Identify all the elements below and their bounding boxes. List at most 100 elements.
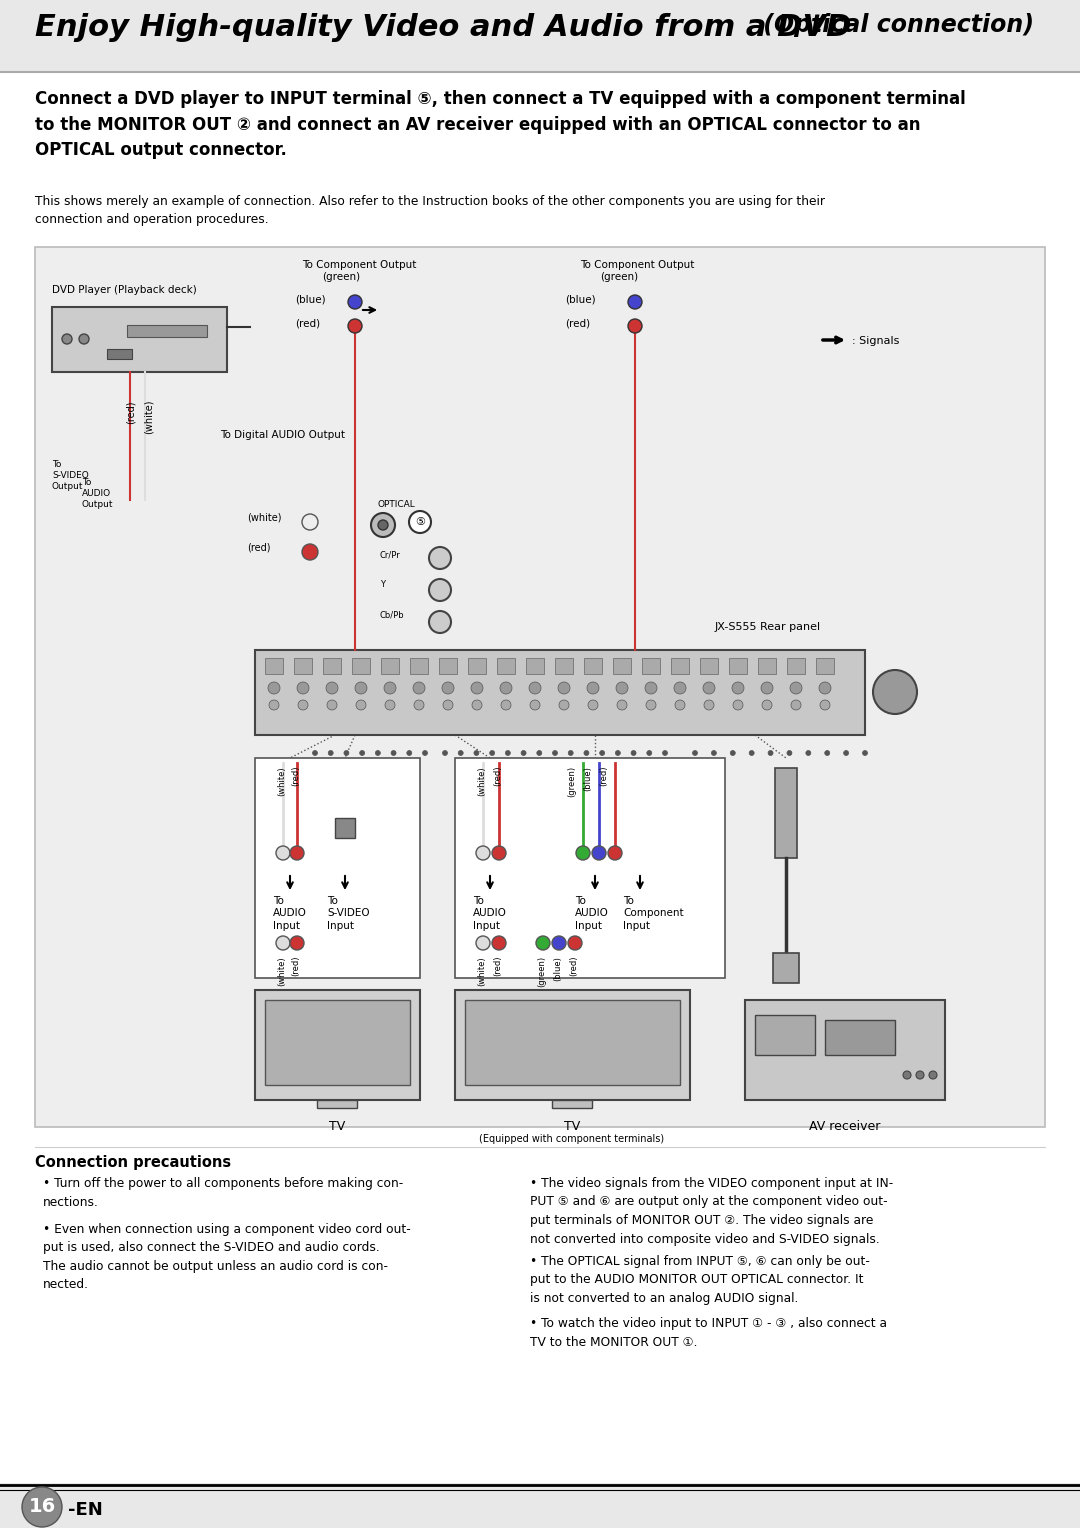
Circle shape	[616, 681, 627, 694]
Circle shape	[568, 937, 582, 950]
Circle shape	[703, 681, 715, 694]
FancyBboxPatch shape	[455, 990, 690, 1100]
FancyBboxPatch shape	[455, 758, 725, 978]
FancyBboxPatch shape	[642, 659, 660, 674]
Circle shape	[791, 700, 801, 711]
Circle shape	[627, 319, 642, 333]
Text: (red): (red)	[565, 318, 590, 329]
Text: (Equipped with component terminals): (Equipped with component terminals)	[480, 1134, 664, 1144]
Circle shape	[929, 1071, 937, 1079]
FancyBboxPatch shape	[0, 0, 1080, 72]
Text: (Optical connection): (Optical connection)	[755, 14, 1034, 37]
Text: 16: 16	[28, 1497, 56, 1516]
FancyBboxPatch shape	[465, 999, 680, 1085]
Circle shape	[443, 700, 453, 711]
Circle shape	[761, 681, 773, 694]
Text: (white): (white)	[276, 957, 286, 986]
Circle shape	[530, 700, 540, 711]
Text: DVD Player (Playback deck): DVD Player (Playback deck)	[52, 286, 197, 295]
Circle shape	[476, 937, 490, 950]
FancyBboxPatch shape	[745, 999, 945, 1100]
Circle shape	[312, 750, 318, 755]
Circle shape	[599, 750, 605, 755]
Circle shape	[384, 700, 395, 711]
Circle shape	[414, 700, 424, 711]
FancyBboxPatch shape	[127, 325, 207, 338]
Circle shape	[429, 547, 451, 568]
Circle shape	[916, 1071, 924, 1079]
FancyBboxPatch shape	[773, 953, 799, 983]
Text: OPTICAL: OPTICAL	[378, 500, 416, 509]
Circle shape	[442, 681, 454, 694]
Text: (white): (white)	[276, 766, 286, 796]
FancyBboxPatch shape	[468, 659, 486, 674]
Text: Cb/Pb: Cb/Pb	[380, 610, 405, 619]
FancyBboxPatch shape	[700, 659, 718, 674]
Circle shape	[553, 750, 557, 755]
Text: Y: Y	[380, 581, 384, 588]
FancyBboxPatch shape	[255, 758, 420, 978]
Circle shape	[328, 750, 334, 755]
Circle shape	[356, 700, 366, 711]
Circle shape	[806, 750, 811, 755]
Text: -EN: -EN	[68, 1500, 103, 1519]
Circle shape	[662, 750, 667, 755]
Circle shape	[492, 847, 507, 860]
Circle shape	[732, 681, 744, 694]
Circle shape	[372, 513, 395, 536]
Circle shape	[348, 319, 362, 333]
Circle shape	[592, 847, 606, 860]
FancyBboxPatch shape	[613, 659, 631, 674]
Circle shape	[568, 750, 573, 755]
Text: TV: TV	[329, 1120, 346, 1132]
Circle shape	[647, 750, 652, 755]
Circle shape	[645, 681, 657, 694]
Text: (white): (white)	[247, 513, 282, 523]
FancyBboxPatch shape	[107, 348, 132, 359]
Circle shape	[291, 937, 303, 950]
Text: Connect a DVD player to INPUT terminal ⑤, then connect a TV equipped with a comp: Connect a DVD player to INPUT terminal ⑤…	[35, 90, 966, 159]
Circle shape	[584, 750, 589, 755]
FancyBboxPatch shape	[555, 659, 573, 674]
Circle shape	[298, 700, 308, 711]
Text: (red): (red)	[295, 318, 320, 329]
Circle shape	[552, 937, 566, 950]
Circle shape	[429, 579, 451, 601]
FancyBboxPatch shape	[497, 659, 515, 674]
Text: (green): (green)	[322, 272, 360, 283]
Text: To
S-VIDEO
Output: To S-VIDEO Output	[52, 460, 89, 490]
FancyBboxPatch shape	[584, 659, 602, 674]
Circle shape	[843, 750, 849, 755]
FancyBboxPatch shape	[0, 72, 1080, 1484]
Circle shape	[646, 700, 656, 711]
Circle shape	[391, 750, 396, 755]
Circle shape	[471, 681, 483, 694]
Circle shape	[326, 681, 338, 694]
Circle shape	[474, 750, 478, 755]
Circle shape	[536, 937, 550, 950]
FancyBboxPatch shape	[438, 659, 457, 674]
Text: (green): (green)	[567, 766, 576, 798]
FancyBboxPatch shape	[775, 769, 797, 859]
FancyBboxPatch shape	[52, 307, 227, 371]
Text: (red): (red)	[291, 957, 300, 976]
Circle shape	[631, 750, 636, 755]
Circle shape	[291, 847, 303, 860]
Circle shape	[343, 750, 349, 755]
Circle shape	[608, 847, 622, 860]
Circle shape	[348, 295, 362, 309]
Text: (white): (white)	[477, 766, 486, 796]
Circle shape	[616, 750, 620, 755]
Text: • Even when connection using a component video cord out-
put is used, also conne: • Even when connection using a component…	[43, 1222, 410, 1291]
Circle shape	[559, 700, 569, 711]
Text: AV receiver: AV receiver	[809, 1120, 880, 1132]
Text: Cr/Pr: Cr/Pr	[380, 550, 401, 559]
Circle shape	[409, 510, 431, 533]
Text: Enjoy High-quality Video and Audio from a DVD: Enjoy High-quality Video and Audio from …	[35, 14, 851, 41]
FancyBboxPatch shape	[381, 659, 399, 674]
Text: (blue): (blue)	[553, 957, 562, 981]
Circle shape	[62, 335, 72, 344]
Text: (blue): (blue)	[295, 293, 326, 304]
FancyBboxPatch shape	[335, 817, 355, 837]
Circle shape	[489, 750, 495, 755]
